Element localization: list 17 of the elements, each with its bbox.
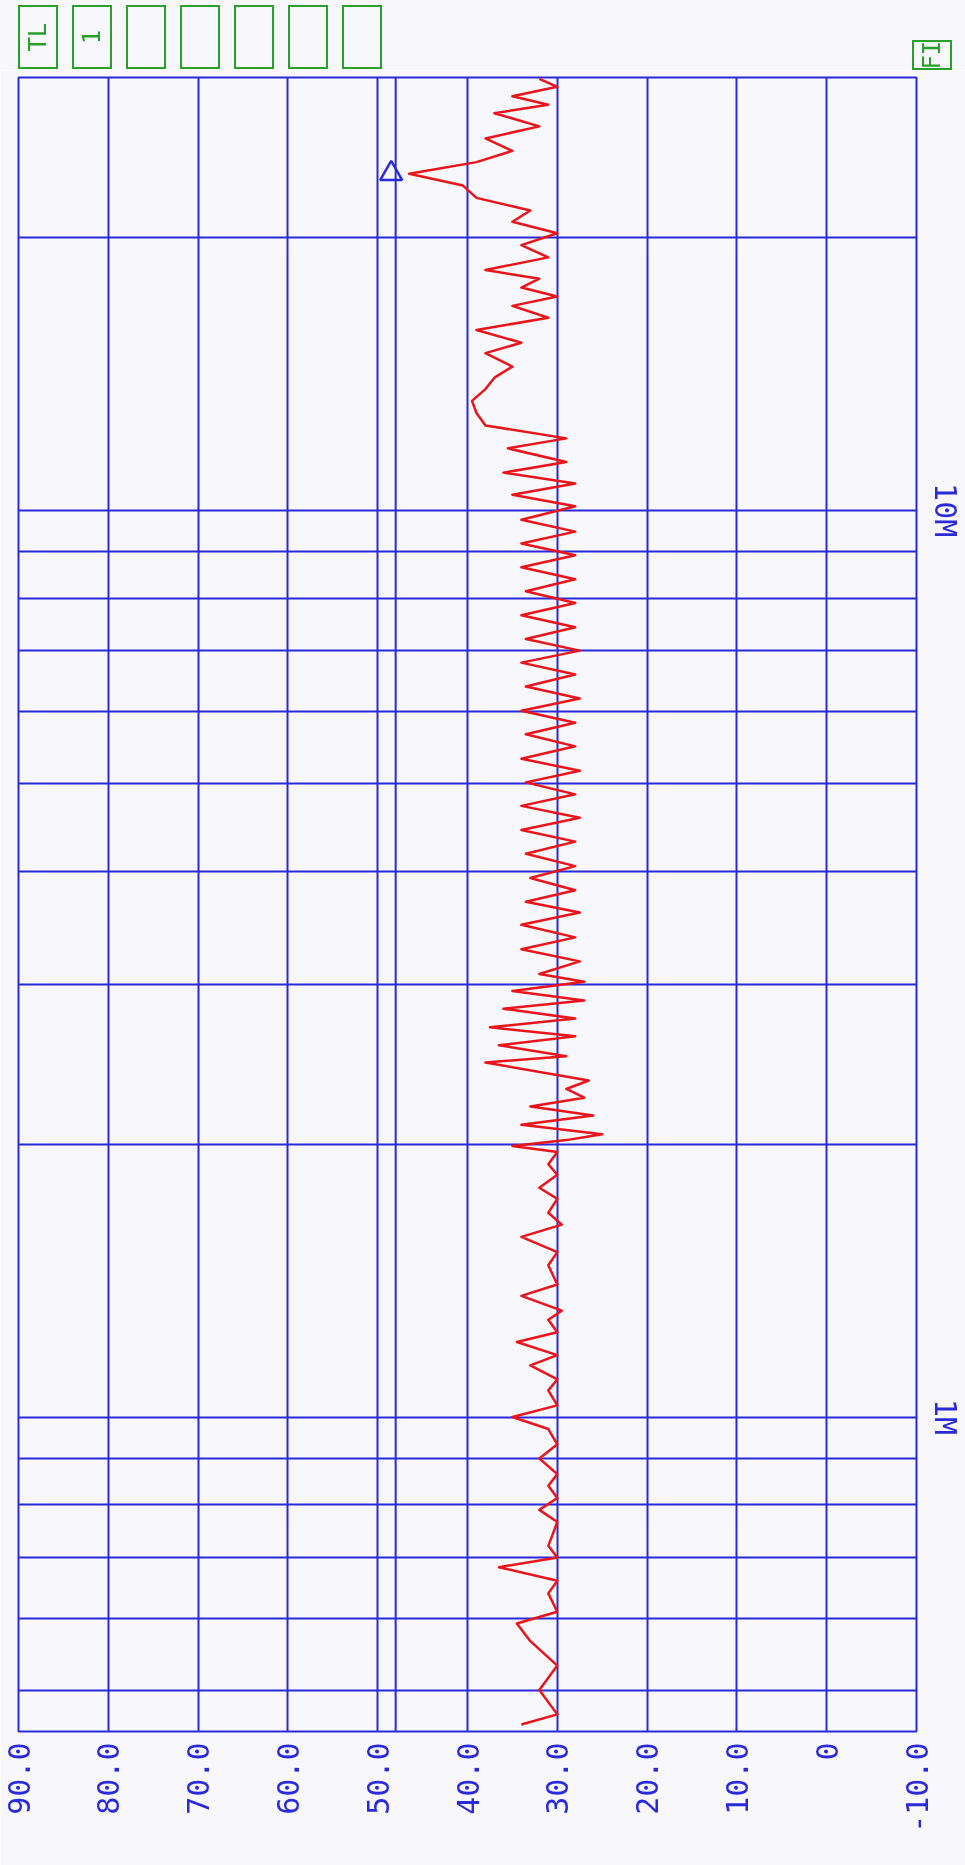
line-series (407, 77, 604, 1726)
text: 1 (76, 29, 107, 45)
text: FI (914, 40, 950, 70)
x-tick-label: 60.0 (270, 1742, 306, 1815)
y-tick-label: 10M (927, 483, 963, 538)
x-tick-label: 0 (809, 1742, 845, 1761)
x-tick-label: 70.0 (181, 1742, 217, 1815)
x-tick-label: 30.0 (540, 1742, 576, 1815)
x-tick-label: -10.0 (899, 1742, 935, 1833)
text: TL (22, 22, 53, 52)
y-tick-label: 1M (927, 1398, 963, 1436)
x-tick-label: 50.0 (360, 1742, 396, 1815)
x-tick-label: 20.0 (630, 1742, 666, 1815)
x-tick-label: 10.0 (719, 1742, 755, 1815)
x-tick-label: 90.0 (1, 1742, 37, 1815)
x-tick-label: 80.0 (91, 1742, 127, 1815)
x-tick-label: 40.0 (450, 1742, 486, 1815)
